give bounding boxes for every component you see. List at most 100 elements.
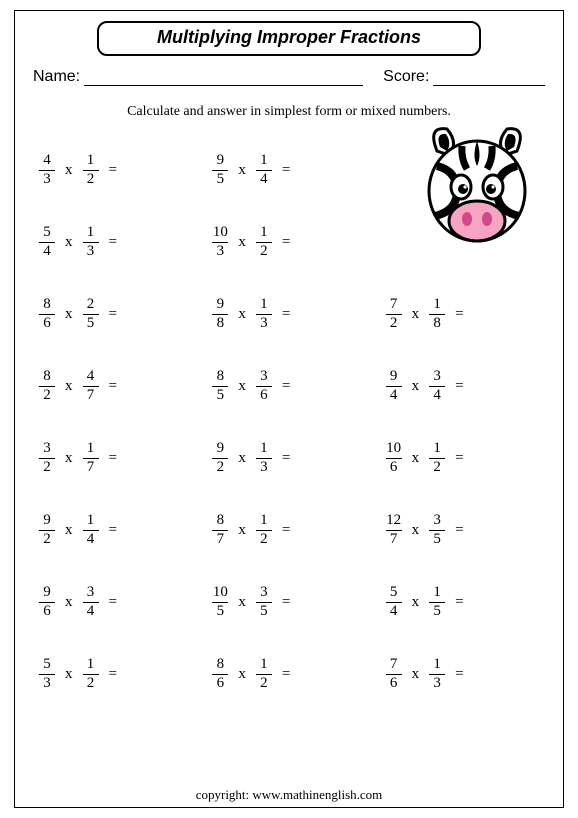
- multiply-op: x: [65, 666, 73, 683]
- fraction: 12: [256, 513, 272, 548]
- multiply-op: x: [238, 522, 246, 539]
- equals-sign: =: [455, 522, 463, 539]
- fraction: 18: [429, 297, 445, 332]
- multiply-op: x: [412, 666, 420, 683]
- problem-cell: 54x15=: [380, 566, 545, 638]
- equals-sign: =: [109, 666, 117, 683]
- fraction: 35: [429, 513, 445, 548]
- fraction: 86: [212, 657, 228, 692]
- fraction: 35: [256, 585, 272, 620]
- fraction: 53: [39, 657, 55, 692]
- problem-cell: 53 x 12 =: [33, 638, 198, 710]
- fraction: 13: [256, 441, 272, 476]
- problem-cell: 32 x 17 =: [33, 422, 198, 494]
- equals-sign: =: [455, 594, 463, 611]
- multiply-op: x: [238, 306, 246, 323]
- fraction: 98: [212, 297, 228, 332]
- problem-cell: 92 x 13 =: [206, 422, 371, 494]
- fraction: 54: [386, 585, 402, 620]
- equals-sign: =: [282, 450, 290, 467]
- fraction: 82: [39, 369, 55, 404]
- score-blank[interactable]: [433, 72, 545, 86]
- equals-sign: =: [282, 162, 290, 179]
- fraction: 14: [256, 153, 272, 188]
- problem-cell: 86x12=: [206, 638, 371, 710]
- fraction: 85: [212, 369, 228, 404]
- problem-cell: 94x34=: [380, 350, 545, 422]
- name-blank[interactable]: [84, 72, 363, 86]
- fraction: 13: [429, 657, 445, 692]
- fraction: 34: [83, 585, 99, 620]
- equals-sign: =: [282, 522, 290, 539]
- copyright-text: copyright: www.mathinenglish.com: [15, 787, 563, 803]
- fraction: 76: [386, 657, 402, 692]
- problem-cell: 92x14=: [33, 494, 198, 566]
- fraction: 103: [212, 225, 228, 260]
- fraction: 36: [256, 369, 272, 404]
- problem-cell: 87 x 12 =: [206, 494, 371, 566]
- fraction: 13: [83, 225, 99, 260]
- fraction: 86: [39, 297, 55, 332]
- fraction: 43: [39, 153, 55, 188]
- multiply-op: x: [65, 162, 73, 179]
- problem-cell: 82x47=: [33, 350, 198, 422]
- equals-sign: =: [455, 378, 463, 395]
- fraction: 47: [83, 369, 99, 404]
- equals-sign: =: [282, 594, 290, 611]
- problem-cell: 76 x 13 =: [380, 638, 545, 710]
- multiply-op: x: [65, 306, 73, 323]
- fraction: 12: [429, 441, 445, 476]
- multiply-op: x: [238, 594, 246, 611]
- equals-sign: =: [282, 666, 290, 683]
- problem-cell: 85x36=: [206, 350, 371, 422]
- instruction-text: Calculate and answer in simplest form or…: [33, 104, 545, 120]
- equals-sign: =: [109, 450, 117, 467]
- multiply-op: x: [412, 378, 420, 395]
- multiply-op: x: [238, 450, 246, 467]
- problem-cell: 106x12=: [380, 422, 545, 494]
- equals-sign: =: [282, 306, 290, 323]
- problem-cell: 103x12=: [206, 206, 371, 278]
- multiply-op: x: [65, 594, 73, 611]
- fraction: 12: [83, 657, 99, 692]
- equals-sign: =: [109, 594, 117, 611]
- multiply-op: x: [65, 522, 73, 539]
- multiply-op: x: [238, 234, 246, 251]
- name-score-line: Name: Score:: [33, 68, 545, 86]
- fraction: 25: [83, 297, 99, 332]
- fraction: 92: [39, 513, 55, 548]
- equals-sign: =: [109, 306, 117, 323]
- multiply-op: x: [65, 450, 73, 467]
- multiply-op: x: [238, 162, 246, 179]
- problem-cell: 95x14=: [206, 134, 371, 206]
- worksheet-title: Multiplying Improper Fractions: [97, 21, 481, 56]
- equals-sign: =: [109, 234, 117, 251]
- multiply-op: x: [412, 450, 420, 467]
- equals-sign: =: [109, 162, 117, 179]
- fraction: 32: [39, 441, 55, 476]
- fraction: 105: [212, 585, 228, 620]
- fraction: 94: [386, 369, 402, 404]
- problem-cell: 96 x 34 =: [33, 566, 198, 638]
- multiply-op: x: [238, 378, 246, 395]
- equals-sign: =: [455, 666, 463, 683]
- equals-sign: =: [282, 234, 290, 251]
- problem-cell: 54x13=: [33, 206, 198, 278]
- problem-cell: 86 x 25 =: [33, 278, 198, 350]
- multiply-op: x: [65, 234, 73, 251]
- fraction: 92: [212, 441, 228, 476]
- score-label: Score:: [383, 68, 429, 86]
- equals-sign: =: [455, 306, 463, 323]
- fraction: 106: [386, 441, 402, 476]
- problem-cell: 43x12=: [33, 134, 198, 206]
- fraction: 96: [39, 585, 55, 620]
- problem-cell: 98 x 13 =: [206, 278, 371, 350]
- problem-cell: 127x35=: [380, 494, 545, 566]
- fraction: 13: [256, 297, 272, 332]
- fraction: 17: [83, 441, 99, 476]
- zebra-icon: [417, 121, 537, 251]
- multiply-op: x: [238, 666, 246, 683]
- multiply-op: x: [412, 522, 420, 539]
- fraction: 14: [83, 513, 99, 548]
- fraction: 87: [212, 513, 228, 548]
